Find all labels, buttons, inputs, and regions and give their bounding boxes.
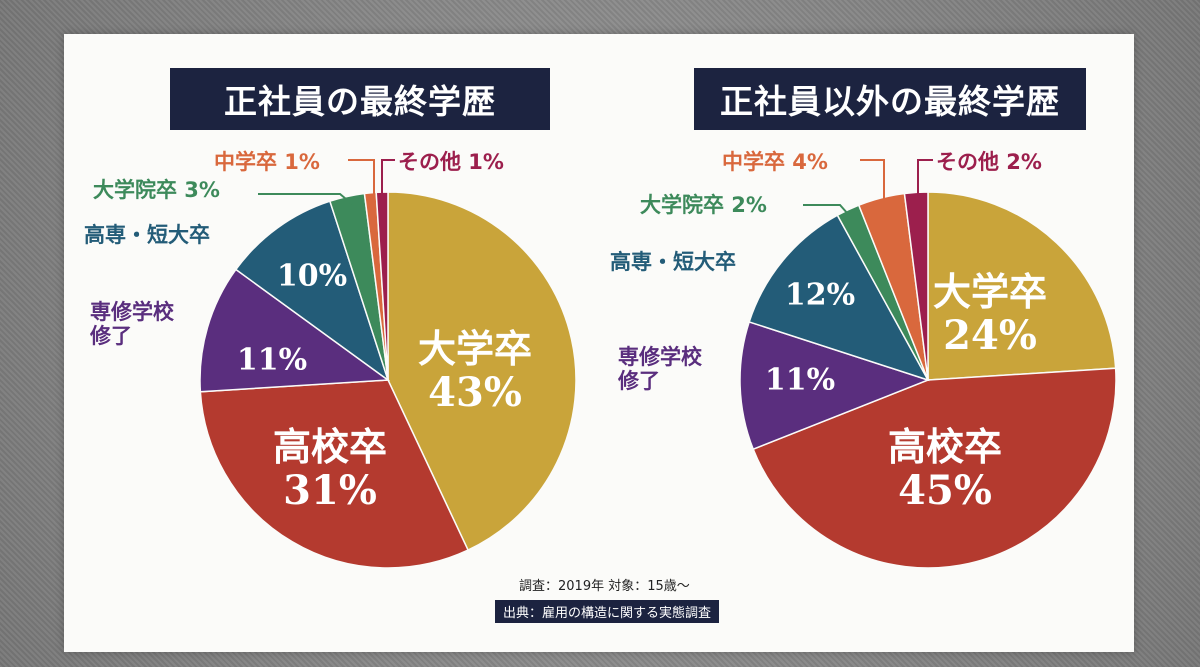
slice-label-0-3: 10% bbox=[277, 260, 347, 293]
outside-label-1-5: 中学卒 4% bbox=[722, 150, 828, 174]
slice-percent: 10% bbox=[276, 258, 348, 294]
pie-slice-1-3 bbox=[748, 214, 930, 382]
pie-slice-1-0 bbox=[927, 191, 1117, 381]
slice-category: 高校卒 bbox=[887, 425, 1003, 470]
pie-slice-0-0 bbox=[387, 191, 577, 552]
slice-label-1-3: 12% bbox=[785, 279, 855, 312]
outside-label-1-6: その他 2% bbox=[936, 150, 1042, 174]
leader-line-0-6 bbox=[381, 159, 395, 205]
slice-percent: 45% bbox=[898, 466, 992, 514]
outside-label-0-2: 専修学校 修了 bbox=[90, 300, 174, 349]
outside-label-0-5: 中学卒 1% bbox=[214, 150, 320, 174]
slice-category: 大学卒 bbox=[932, 270, 1048, 315]
outside-label-1-4: 大学院卒 2% bbox=[640, 193, 767, 217]
slice-percent: 43% bbox=[428, 368, 522, 416]
outside-label-1-2: 専修学校 修了 bbox=[618, 345, 702, 394]
outside-label-0-4: 大学院卒 3% bbox=[93, 178, 220, 202]
chart-title-non-regular-employees: 正社員以外の最終学歴 bbox=[694, 68, 1086, 130]
leader-line-0-5 bbox=[348, 159, 375, 205]
pie-slice-0-2 bbox=[199, 268, 391, 393]
slice-percent: 31% bbox=[283, 466, 377, 514]
slice-percent: 11% bbox=[236, 342, 308, 378]
slice-label-0-0: 大学卒 43% bbox=[417, 327, 533, 416]
slice-label-0-2: 11% bbox=[237, 344, 307, 377]
chart-title-regular-employees: 正社員の最終学歴 bbox=[170, 68, 550, 130]
pie-slice-0-1 bbox=[199, 379, 470, 569]
outside-label-0-3: 高専・短大卒 bbox=[84, 223, 210, 247]
slice-category: 大学卒 bbox=[417, 327, 533, 372]
slice-category: 高校卒 bbox=[272, 425, 388, 470]
leader-line-1-4 bbox=[803, 204, 849, 215]
survey-note: 調査：2019年 対象：15歳〜 bbox=[519, 579, 690, 594]
slice-label-1-1: 高校卒 45% bbox=[887, 425, 1003, 514]
leader-line-1-6 bbox=[917, 159, 933, 200]
leader-line-1-5 bbox=[860, 159, 885, 203]
pie-slice-1-2 bbox=[739, 320, 931, 451]
slice-percent: 24% bbox=[943, 311, 1037, 359]
slice-label-1-0: 大学卒 24% bbox=[932, 270, 1048, 359]
pie-slice-1-1 bbox=[752, 367, 1117, 569]
slice-label-0-1: 高校卒 31% bbox=[272, 425, 388, 514]
slice-label-1-2: 11% bbox=[765, 364, 835, 397]
leader-line-0-4 bbox=[258, 193, 353, 205]
pie-slice-1-6 bbox=[903, 191, 929, 381]
slice-percent: 12% bbox=[784, 277, 856, 313]
outside-label-0-6: その他 1% bbox=[398, 150, 504, 174]
outside-label-1-3: 高専・短大卒 bbox=[610, 250, 736, 274]
slice-percent: 11% bbox=[764, 362, 836, 398]
pie-slice-0-3 bbox=[234, 200, 390, 382]
source-note: 出典：雇用の構造に関する実態調査 bbox=[495, 600, 720, 623]
